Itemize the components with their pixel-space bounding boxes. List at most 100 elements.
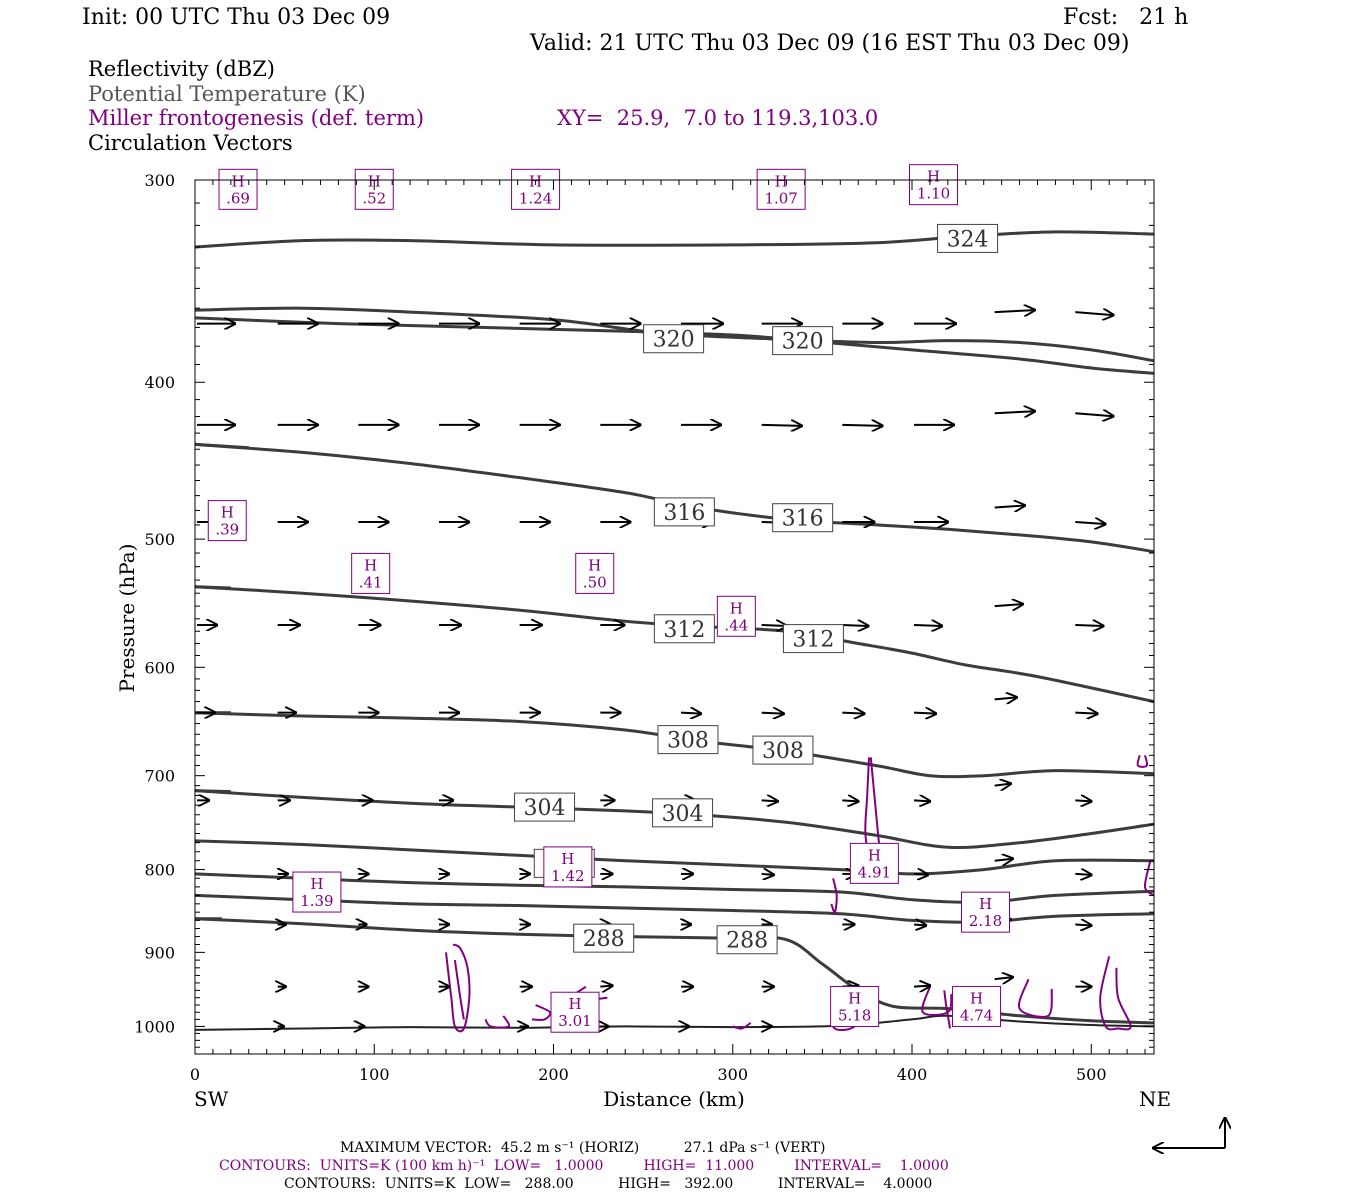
theta-label-316: 316 [772,503,834,533]
circulation-vector-20 [842,425,882,426]
theta-label-box [782,624,844,654]
forecast-hour: Fcst: 21 h [1063,5,1189,30]
theta-label-324: 324 [937,223,999,253]
theta-label-304: 304 [652,798,714,828]
x-tick-label: 500 [1076,1065,1107,1084]
frontogenesis-contour-8 [1099,956,1132,1031]
y-tick-label: 900 [144,943,175,962]
circulation-vector-10 [994,310,1035,312]
frontogenesis-max-1.10: H1.10 [909,164,959,206]
frontogenesis-max-letter: H [848,989,861,1007]
x-tick-label: 100 [359,1065,390,1084]
frontogenesis-max-box [952,985,1002,1027]
frontogenesis-max-.50: H.50 [575,552,615,594]
frontogenesis-max-box [716,595,756,637]
circulation-vector-81 [994,859,1013,861]
frontogenesis-max-1.42: H1.42 [543,846,593,888]
frontogenesis-max-.44: H.44 [716,595,756,637]
frontogenesis-max-letter: H [588,556,601,574]
frontogenesis-max-4.74: H4.74 [952,985,1002,1027]
circulation-vector-19 [761,425,802,426]
contours-theta-note: CONTOURS: UNITS=K LOW= 288.00 HIGH= 392.… [284,1176,933,1192]
theta-contour-284 [194,1014,1155,1031]
frontogenesis-max-box [511,168,561,210]
circulation-vector-45 [913,625,942,626]
frontogenesis-max-1.39: H1.39 [292,871,342,913]
frontogenesis-max-box [575,552,615,594]
circulation-vector-11 [1075,312,1113,315]
theta-label-312: 312 [782,624,844,654]
frontogenesis-max-value: .50 [583,573,607,591]
frontogenesis-contour-3 [453,959,465,1020]
frontogenesis-max-value: 1.42 [551,867,584,885]
frontogenesis-contour-4 [830,878,838,914]
circulation-vector-68 [842,800,858,801]
theta-label-308: 308 [657,725,719,755]
theta-label-320: 320 [772,326,834,356]
frontogenesis-max-value: .41 [359,573,383,591]
theta-contour-316 [194,442,249,450]
frontogenesis-max-box [543,846,593,888]
theta-label-304: 304 [514,792,576,822]
sw-end-label: SW [194,1087,229,1111]
x-tick-label: 300 [717,1065,748,1084]
frontogenesis-contour-9 [1136,755,1149,768]
frontogenesis-max-.41: H.41 [351,552,391,594]
circulation-vector-22 [994,411,1035,413]
frontogenesis-max-letter: H [730,599,743,617]
y-tick-label: 700 [144,767,175,786]
plot-frame [194,179,1155,1055]
frontogenesis-contour-10 [1143,860,1155,897]
theta-label-box [772,503,834,533]
theta-label-288: 288 [573,923,635,953]
circulation-vector-70 [994,784,1011,786]
ne-end-label: NE [1139,1087,1171,1111]
circulation-vector-98 [600,986,612,987]
theta-label-box [772,326,834,356]
frontogenesis-max-box [351,552,391,594]
frontogenesis-max-1.24: H1.24 [511,168,561,210]
y-tick-label: 600 [144,658,175,677]
theta-label-box [937,223,999,253]
circulation-vector-80 [913,874,928,875]
circulation-vector-102 [913,986,930,987]
theta-label-box [573,923,635,953]
x-axis-label: Distance (km) [603,1087,745,1111]
frontogenesis-max-value: 1.39 [300,892,333,910]
theta-label-text: 308 [762,739,804,764]
frontogenesis-max-value: 3.01 [558,1012,591,1030]
frontogenesis-max-value: 1.24 [519,189,552,207]
circulation-vector-44 [842,625,868,626]
theta-label-text: 316 [663,501,705,526]
theta-label-text: 288 [726,929,768,954]
theta-label-text: 304 [524,796,566,821]
frontogenesis-max-box [207,500,247,542]
circulation-vector-59 [1075,713,1097,714]
theta-contour-300 [194,839,1155,876]
frontogenesis-max-box [218,168,258,210]
legend-theta: Potential Temperature (K) [88,82,366,106]
circulation-vector-43 [761,625,787,626]
frontogenesis-max-value: .52 [362,189,386,207]
theta-label-text: 324 [947,227,989,252]
y-tick-label: 800 [144,861,175,880]
frontogenesis-max-4.91: H4.91 [849,842,899,884]
frontogenesis-contour-7 [1017,978,1053,1018]
theta-label-320: 320 [643,324,705,354]
valid-time: Valid: 21 UTC Thu 03 Dec 09 (16 EST Thu … [530,31,1130,56]
frontogenesis-max-3.01: H3.01 [550,991,600,1033]
init-time: Init: 00 UTC Thu 03 Dec 09 [82,5,391,30]
frontogenesis-contour-2 [445,943,471,1033]
circulation-vector-54 [680,713,701,714]
y-tick-label: 1000 [134,1017,175,1036]
circulation-vector-69 [913,800,930,801]
frontogenesis-max-letter: H [970,989,983,1007]
y-tick-label: 500 [144,530,175,549]
frontogenesis-max-value: .44 [724,616,748,634]
frontogenesis-max-letter: H [310,875,323,893]
frontogenesis-max-value: 1.07 [764,189,797,207]
circulation-vector-78 [761,874,774,875]
theta-contour-304 [194,789,231,794]
theta-label-308: 308 [752,735,814,765]
